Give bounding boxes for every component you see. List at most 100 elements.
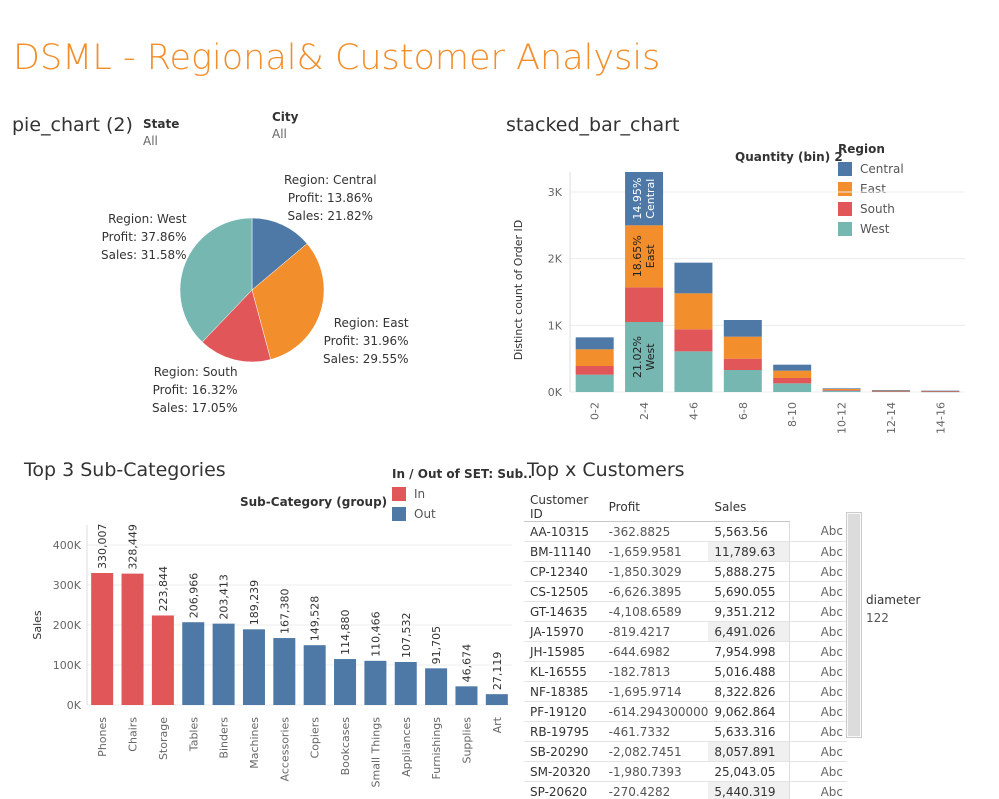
- pie-label-west-sales: Sales: 31.58%: [101, 248, 187, 262]
- parameter-value[interactable]: 122: [866, 611, 889, 625]
- stacked-bar-south[interactable]: [773, 378, 812, 384]
- stacked-bar-west[interactable]: [822, 390, 861, 392]
- stacked-bar-east[interactable]: [625, 225, 664, 288]
- table-scrollbar-thumb[interactable]: [848, 514, 860, 736]
- stacked-bar-west[interactable]: [575, 374, 614, 392]
- top3-bar[interactable]: [303, 645, 326, 705]
- top3-bar-chart[interactable]: Sub-Category (group) Sales 0K 100K 200K 300K 4…: [20, 485, 520, 799]
- pie-label-east-region: Region: East: [333, 316, 409, 330]
- stacked-y-tick: 3K: [548, 186, 563, 199]
- table-row[interactable]: NF-18385 -1,695.9714 8,322.826 Abc: [524, 681, 847, 702]
- cell-sales: 11,789.63: [708, 541, 790, 562]
- top3-bar[interactable]: [334, 659, 357, 705]
- pie-slice-central[interactable]: [251, 217, 308, 291]
- city-filter[interactable]: City All: [272, 110, 298, 141]
- table-row[interactable]: GT-14635 -4,108.6589 9,351.212 Abc: [524, 601, 847, 622]
- stacked-bar-central[interactable]: [871, 390, 910, 391]
- stacked-bar-west[interactable]: [871, 391, 910, 392]
- table-row[interactable]: PF-19120 -614.294300000 9,062.864 Abc: [524, 701, 847, 722]
- legend-item-out[interactable]: Out: [392, 504, 532, 524]
- top3-bar[interactable]: [364, 660, 387, 705]
- stacked-bar-central[interactable]: [921, 390, 960, 392]
- top3-x-tick: Chairs: [127, 717, 140, 752]
- stacked-bar-south[interactable]: [674, 329, 713, 352]
- stacked-bar-west[interactable]: [773, 383, 812, 392]
- pie-chart[interactable]: [170, 210, 335, 365]
- stacked-bar-central[interactable]: [822, 388, 861, 389]
- col-header-profit[interactable]: Profit: [602, 493, 709, 522]
- table-row[interactable]: SM-20320 -1,980.7393 25,043.05 Abc: [524, 761, 847, 782]
- stacked-bar-south[interactable]: [822, 390, 861, 391]
- top3-bar[interactable]: [91, 572, 114, 705]
- state-filter-value[interactable]: All: [143, 134, 158, 148]
- cell-abc: Abc: [789, 561, 847, 582]
- stacked-bar-central[interactable]: [575, 337, 614, 350]
- table-row[interactable]: JH-15985 -644.6982 7,954.998 Abc: [524, 641, 847, 662]
- stacked-bar-south[interactable]: [871, 391, 910, 392]
- pie-slice-south[interactable]: [201, 289, 271, 363]
- cell-sales: 5,690.055: [708, 581, 790, 602]
- cell-customer-id: NF-18385: [524, 681, 603, 702]
- top3-bar[interactable]: [273, 638, 296, 705]
- table-row[interactable]: RB-19795 -461.7332 5,633.316 Abc: [524, 721, 847, 742]
- city-filter-value[interactable]: All: [272, 127, 287, 141]
- table-row[interactable]: CP-12340 -1,850.3029 5,888.275 Abc: [524, 561, 847, 582]
- table-row[interactable]: AA-10315 -362.8825 5,563.56 Abc: [524, 521, 847, 542]
- stacked-bar-east[interactable]: [723, 336, 762, 359]
- stacked-bar-south[interactable]: [575, 366, 614, 375]
- table-row[interactable]: JA-15970 -819.4217 6,491.026 Abc: [524, 621, 847, 642]
- stacked-chart-header: Quantity (bin) 2: [735, 150, 843, 164]
- legend-item-central[interactable]: Central: [838, 159, 904, 179]
- col-header-sales[interactable]: Sales: [708, 493, 790, 522]
- table-row[interactable]: KL-16555 -182.7813 5,016.488 Abc: [524, 661, 847, 682]
- pie-slice-east[interactable]: [251, 243, 325, 360]
- state-filter[interactable]: State All: [143, 117, 179, 148]
- top3-bar[interactable]: [242, 629, 265, 705]
- top3-bar[interactable]: [394, 661, 417, 705]
- stacked-bar-east[interactable]: [871, 390, 910, 392]
- cell-customer-id: SM-20320: [524, 761, 603, 782]
- top3-data-label: 107,532: [400, 612, 413, 658]
- stacked-bar-east[interactable]: [575, 349, 614, 366]
- top3-bar[interactable]: [485, 694, 508, 705]
- top3-bar[interactable]: [455, 686, 478, 705]
- legend-item-south[interactable]: South: [838, 199, 904, 219]
- pie-label-south-region: Region: South: [153, 365, 238, 379]
- cell-sales: 8,322.826: [708, 681, 790, 702]
- legend-item-west[interactable]: West: [838, 219, 904, 239]
- top3-bar[interactable]: [151, 615, 174, 705]
- top3-bar[interactable]: [212, 623, 235, 705]
- top3-bar[interactable]: [425, 668, 448, 705]
- stacked-x-tick: 10-12: [836, 402, 849, 434]
- stacked-bar-central[interactable]: [625, 172, 664, 226]
- stacked-bar-chart[interactable]: Distinct count of Order ID 0K 1K 2K 3K 0-2 14.…: [505, 160, 995, 440]
- cell-customer-id: BM-11140: [524, 541, 603, 562]
- cell-customer-id: CS-12505: [524, 581, 603, 602]
- stacked-bar-east[interactable]: [773, 370, 812, 378]
- stacked-bar-central[interactable]: [674, 262, 713, 294]
- stacked-bar-west[interactable]: [723, 370, 762, 392]
- cell-abc: Abc: [789, 681, 847, 702]
- table-row[interactable]: BM-11140 -1,659.9581 11,789.63 Abc: [524, 541, 847, 562]
- stacked-bar-east[interactable]: [822, 389, 861, 390]
- pie-slice-west[interactable]: [179, 217, 253, 343]
- stacked-bar-west[interactable]: [625, 322, 664, 392]
- top3-bar[interactable]: [182, 622, 205, 705]
- stacked-bar-south[interactable]: [921, 391, 960, 392]
- stacked-bar-west[interactable]: [674, 351, 713, 392]
- stacked-bar-south[interactable]: [723, 358, 762, 370]
- stacked-bar-central[interactable]: [773, 364, 812, 371]
- table-row[interactable]: SP-20620 -270.4282 5,440.319 Abc: [524, 781, 847, 799]
- table-row[interactable]: SB-20290 -2,082.7451 8,057.891 Abc: [524, 741, 847, 762]
- cell-abc: Abc: [789, 641, 847, 662]
- cell-abc: Abc: [789, 781, 847, 799]
- cell-abc: Abc: [789, 741, 847, 762]
- stacked-bar-south[interactable]: [625, 287, 664, 322]
- cell-customer-id: CP-12340: [524, 561, 603, 582]
- stacked-bar-east[interactable]: [674, 293, 713, 330]
- stacked-bar-central[interactable]: [723, 320, 762, 337]
- top3-bar[interactable]: [121, 573, 144, 705]
- table-row[interactable]: CS-12505 -6,626.3895 5,690.055 Abc: [524, 581, 847, 602]
- legend-item-in[interactable]: In: [392, 484, 532, 504]
- col-header-customer-id[interactable]: Customer ID: [524, 493, 603, 522]
